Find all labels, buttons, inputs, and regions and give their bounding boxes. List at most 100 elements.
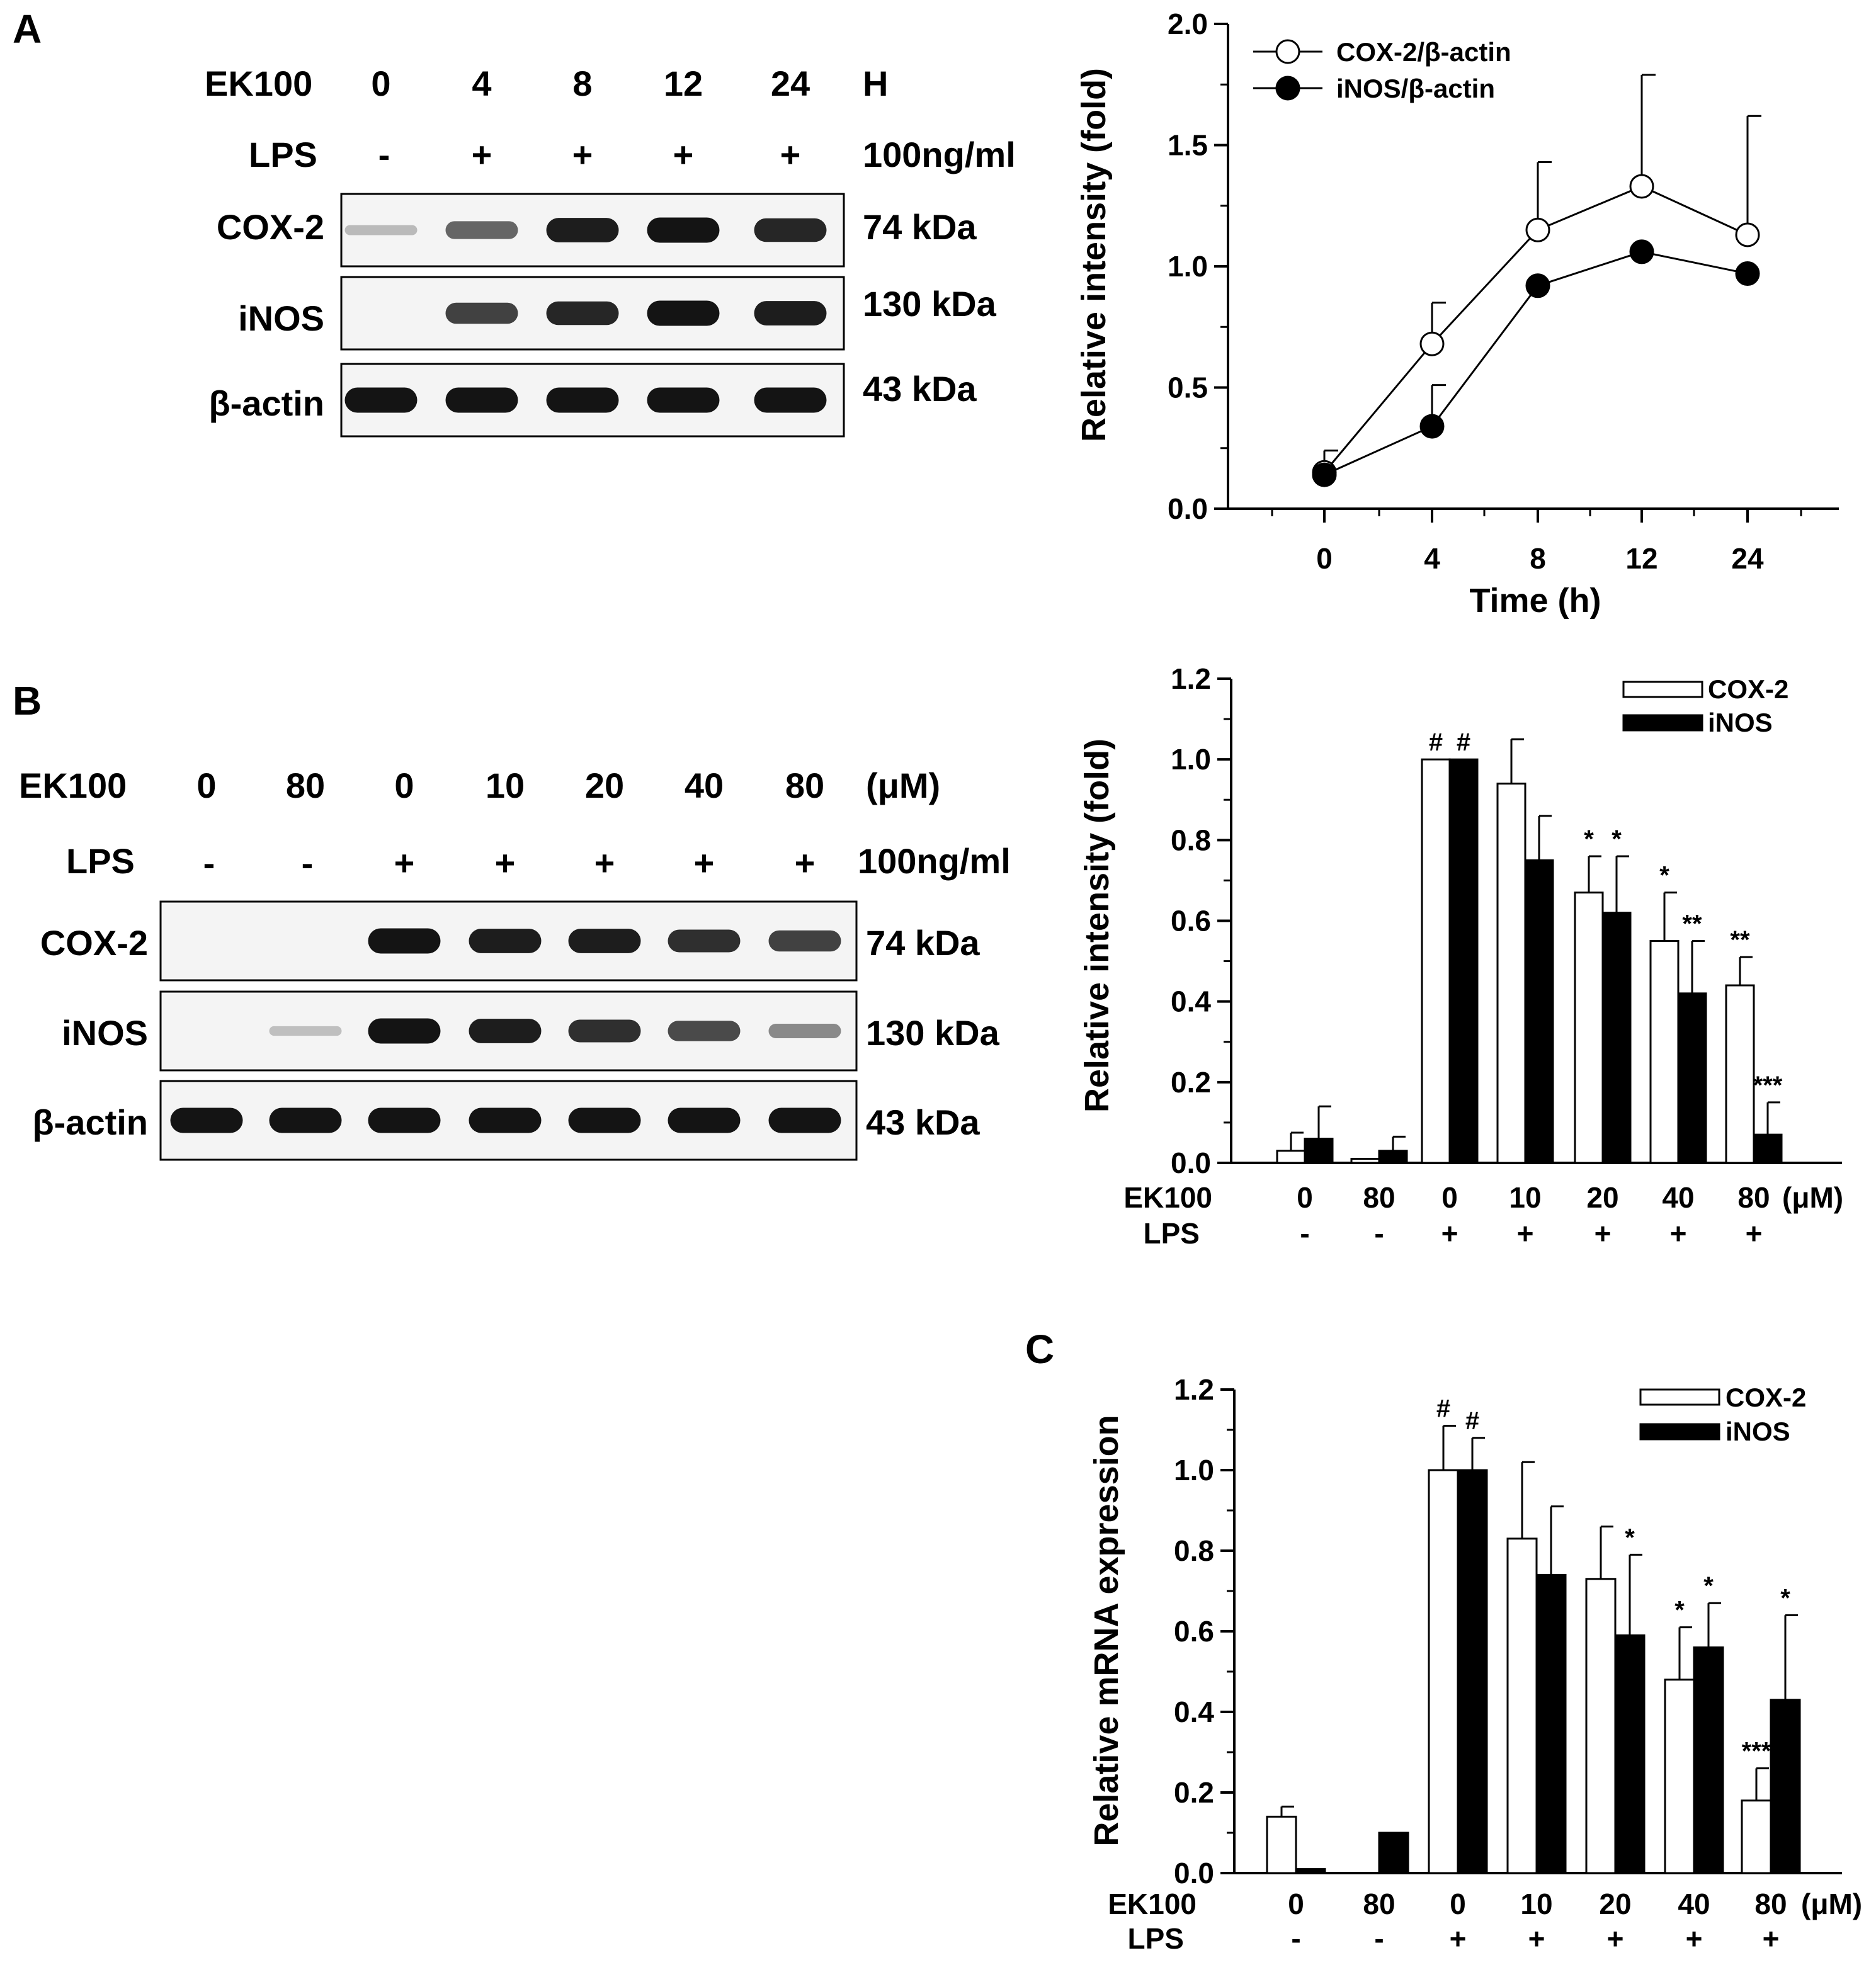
- blot-a-band: [546, 301, 619, 326]
- chart-b-row1-value: 80: [1363, 1181, 1395, 1214]
- blot-b: EK100 0 80 0 10 20 40 80 (μM) LPS - - + …: [19, 766, 1011, 1161]
- blot-b-band: [768, 930, 841, 952]
- chart-a-legend-marker: [1275, 39, 1300, 64]
- chart-b-legend-label: COX-2: [1708, 674, 1788, 704]
- blot-a-lps-label: LPS: [249, 135, 317, 174]
- blot-a-header-value: 8: [572, 64, 592, 103]
- blot-a-row-name: iNOS: [238, 298, 324, 338]
- blot-b-row-kda: 130 kDa: [866, 1013, 1000, 1053]
- chart-c-legend-label: iNOS: [1725, 1417, 1790, 1446]
- chart-b-y-tick-label: 1.2: [1171, 662, 1211, 695]
- chart-b-row2-value: +: [1595, 1217, 1612, 1250]
- blot-b-row-name: COX-2: [40, 923, 148, 963]
- chart-c-y-tick-label: 0.8: [1174, 1534, 1214, 1567]
- blot-a-header-unit: H: [863, 64, 888, 103]
- blot-b-band: [469, 1019, 542, 1043]
- chart-c-y-tick-label: 0.0: [1174, 1857, 1214, 1889]
- blot-a-header-value: 12: [664, 64, 703, 103]
- blot-b-band: [768, 1023, 841, 1039]
- chart-b-legend-swatch: [1622, 714, 1703, 732]
- chart-a-point: [1629, 239, 1654, 264]
- blot-a-header-label: EK100: [205, 64, 312, 103]
- blot-b-band: [269, 1107, 342, 1133]
- chart-a-point: [1735, 222, 1760, 247]
- chart-a-y-tick-label: 1.5: [1168, 129, 1208, 162]
- chart-a-point: [1419, 414, 1445, 439]
- chart-b-bar: [1753, 1133, 1783, 1164]
- chart-c-significance: *: [1703, 1572, 1714, 1600]
- chart-c-marks: #****#** *: [1266, 1395, 1801, 1874]
- chart-c-row1-label: EK100: [1108, 1888, 1197, 1920]
- chart-c-bar: [1741, 1799, 1772, 1874]
- chart-b-bar: [1378, 1150, 1408, 1164]
- blot-a-band: [647, 387, 720, 413]
- blot-a-band: [647, 217, 720, 243]
- blot-b-band: [668, 1021, 741, 1041]
- blot-a-lps-value: +: [780, 135, 801, 174]
- chart-c-axes: 0.00.20.40.60.81.01.2EK100LPS0-80-0+10+2…: [1108, 1373, 1862, 1955]
- chart-b-bar: [1350, 1158, 1380, 1164]
- chart-c-bar: [1295, 1868, 1326, 1874]
- blot-a-row-name: COX-2: [217, 207, 324, 247]
- panel-letter-c: C: [1025, 1327, 1054, 1372]
- chart-b-y-tick-label: 1.0: [1171, 743, 1211, 776]
- blot-b-band: [269, 1026, 342, 1036]
- blot-b-lps-value: -: [302, 843, 314, 883]
- blot-b-lps-value: -: [203, 843, 215, 883]
- chart-a-point: [1525, 273, 1550, 298]
- chart-c-legend-swatch: [1639, 1388, 1720, 1406]
- blot-a-lps-value: -: [378, 135, 390, 174]
- blot-a-lps-unit: 100ng/ml: [863, 135, 1016, 174]
- chart-b-significance: #: [1457, 728, 1470, 756]
- chart-a: 0.0 0.5 1.0 1.5 2.0 0 4 8 12 24 Time (h) Relative…: [1075, 8, 1839, 620]
- chart-b-y-tick-label: 0.2: [1171, 1066, 1211, 1099]
- chart-b-y-tick-label: 0.8: [1171, 824, 1211, 856]
- chart-c-bar: [1428, 1469, 1459, 1874]
- blot-b-band: [368, 1018, 441, 1044]
- chart-c-row1-value: 80: [1754, 1888, 1787, 1920]
- blot-b-band: [469, 1107, 542, 1133]
- blot-a-lps-value: +: [572, 135, 593, 174]
- chart-b-row2-label: LPS: [1144, 1217, 1200, 1250]
- chart-a-point: [1629, 174, 1654, 199]
- chart-c-y-tick-label: 0.2: [1174, 1776, 1214, 1809]
- panel-letter-a: A: [13, 6, 42, 52]
- chart-c-significance: #: [1465, 1407, 1479, 1435]
- blot-b-lps-label: LPS: [66, 841, 135, 881]
- blot-a-header-value: 4: [472, 64, 491, 103]
- blot-b-band: [368, 1107, 441, 1133]
- blot-b-header-label: EK100: [19, 766, 127, 805]
- blot-b-row-kda: 74 kDa: [866, 923, 980, 963]
- chart-b-axes: 0.00.20.40.60.81.01.2EK100LPS0-80-0+10+2…: [1123, 662, 1843, 1250]
- chart-c-y-tick-label: 0.6: [1174, 1615, 1214, 1648]
- chart-c-y-tick-label: 1.2: [1174, 1373, 1214, 1406]
- chart-c-row1-value: 20: [1599, 1888, 1631, 1920]
- chart-b-bar: [1496, 783, 1526, 1164]
- chart-b-legend-label: iNOS: [1708, 708, 1773, 737]
- chart-b-row2-value: +: [1746, 1217, 1763, 1250]
- chart-c-row2-value: +: [1450, 1922, 1467, 1955]
- chart-a-y-tick-label: 0.0: [1168, 492, 1208, 525]
- chart-a-point: [1419, 331, 1445, 356]
- chart-c-row1-value: 80: [1363, 1888, 1395, 1920]
- chart-b: 0.00.20.40.60.81.01.2EK100LPS0-80-0+10+2…: [1078, 662, 1843, 1250]
- blot-b-lps-unit: 100ng/ml: [858, 841, 1011, 881]
- blot-a-band: [445, 302, 518, 324]
- chart-b-legend-swatch: [1622, 681, 1703, 698]
- blot-b-band: [170, 1107, 243, 1133]
- chart-b-bar: [1677, 992, 1707, 1164]
- chart-b-bar: [1276, 1150, 1306, 1164]
- chart-b-significance: *: [1659, 862, 1669, 890]
- blot-b-header-value: 10: [486, 766, 525, 805]
- chart-b-ylabel: Relative intensity (fold): [1078, 739, 1116, 1113]
- chart-c-row2-value: +: [1607, 1922, 1624, 1955]
- blot-b-row-name: β-actin: [32, 1102, 148, 1142]
- chart-b-significance: **: [1730, 926, 1750, 954]
- blot-a-band: [754, 387, 827, 413]
- chart-b-bar: [1574, 892, 1604, 1164]
- chart-b-y-tick-label: 0.6: [1171, 905, 1211, 937]
- blot-a-band: [344, 225, 418, 235]
- blot-b-header-value: 80: [785, 766, 824, 805]
- chart-a-x-tick-label: 24: [1731, 542, 1764, 575]
- blot-b-row-kda: 43 kDa: [866, 1102, 980, 1142]
